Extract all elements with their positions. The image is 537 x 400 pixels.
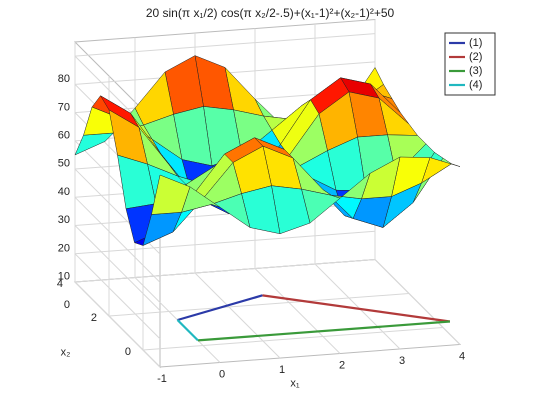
grid-line <box>74 253 161 340</box>
y-tick-label: 2 <box>91 312 97 324</box>
legend-label: (1) <box>469 37 482 49</box>
z-tick-label: 80 <box>58 73 70 85</box>
surface-patch <box>151 174 191 215</box>
x-tick-label: 4 <box>459 350 465 362</box>
z-tick-label: 30 <box>58 214 70 226</box>
legend-label: (4) <box>469 79 482 91</box>
z-tick-label: 20 <box>58 242 70 254</box>
grid-line <box>74 225 161 311</box>
z-tick-label: 70 <box>58 101 70 113</box>
grid-line <box>194 272 281 359</box>
path-line <box>176 319 199 342</box>
z-tick-label: 50 <box>58 158 70 170</box>
z-tick-label: 40 <box>58 186 70 198</box>
grid-line <box>314 263 401 350</box>
x-tick-label: -1 <box>157 373 167 385</box>
x-tick-label: 1 <box>279 364 285 376</box>
legend-label: (2) <box>469 51 482 63</box>
grid-line <box>74 33 376 57</box>
grid-line <box>108 293 410 317</box>
grid-line <box>74 230 376 255</box>
path-line <box>197 320 450 342</box>
floor <box>73 258 462 368</box>
grid-line <box>374 259 461 345</box>
surface-patch <box>74 132 115 156</box>
y-axis-label: x₂ <box>61 346 71 358</box>
path-line <box>262 294 451 323</box>
y-tick-label: 4 <box>57 278 63 290</box>
x-tick-label: 2 <box>339 359 345 371</box>
x-tick-label: 3 <box>399 355 405 367</box>
legend-label: (3) <box>469 65 482 77</box>
z-tick-label: 10 <box>58 271 70 283</box>
grid-line <box>74 196 161 283</box>
x-tick-label: 0 <box>219 368 225 380</box>
z-tick-label: 0 <box>64 299 70 311</box>
x-axis-label: x₁ <box>290 378 300 390</box>
grid-line <box>74 259 376 283</box>
grid-line <box>254 268 341 354</box>
chart-title: 20 sin(π x₁/2) cos(π x₂/2-.5)+(x₁-1)²+(x… <box>146 6 395 20</box>
path-line <box>177 294 263 322</box>
grid-line <box>74 281 161 368</box>
grid-line <box>142 327 444 351</box>
z-tick-label: 60 <box>58 129 70 141</box>
y-tick-label: 0 <box>125 346 131 358</box>
